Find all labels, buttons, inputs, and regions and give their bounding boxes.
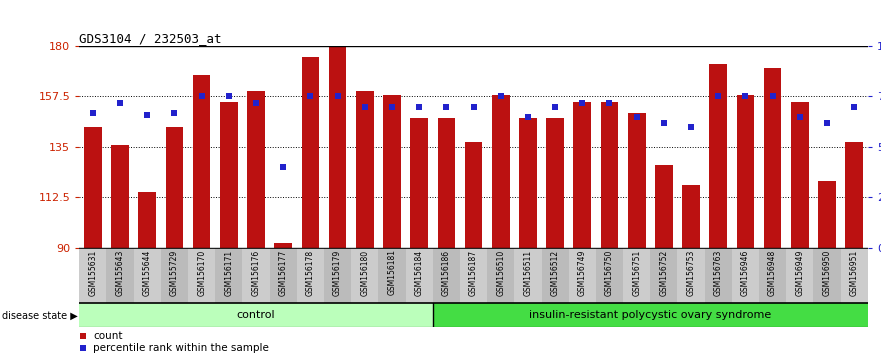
Bar bbox=[111, 145, 129, 248]
Text: insulin-resistant polycystic ovary syndrome: insulin-resistant polycystic ovary syndr… bbox=[529, 310, 772, 320]
Bar bbox=[460, 248, 487, 303]
Bar bbox=[542, 248, 569, 303]
Bar bbox=[677, 248, 705, 303]
Bar bbox=[546, 118, 564, 248]
Text: GSM156178: GSM156178 bbox=[306, 250, 315, 296]
Bar bbox=[623, 248, 650, 303]
Bar bbox=[846, 142, 863, 248]
Text: GSM156751: GSM156751 bbox=[633, 250, 641, 296]
Text: GSM156184: GSM156184 bbox=[415, 250, 424, 296]
Bar bbox=[791, 102, 809, 248]
Text: GSM156511: GSM156511 bbox=[523, 250, 532, 296]
Text: GSM156512: GSM156512 bbox=[551, 250, 559, 296]
Bar bbox=[737, 95, 754, 248]
Bar bbox=[274, 243, 292, 248]
Bar bbox=[220, 102, 238, 248]
Text: GSM156951: GSM156951 bbox=[849, 250, 859, 296]
Text: GSM156180: GSM156180 bbox=[360, 250, 369, 296]
Bar bbox=[655, 165, 673, 248]
Bar bbox=[383, 95, 401, 248]
Bar bbox=[492, 95, 509, 248]
Text: disease state ▶: disease state ▶ bbox=[2, 310, 78, 320]
Text: GSM156510: GSM156510 bbox=[496, 250, 505, 296]
Text: GSM156187: GSM156187 bbox=[469, 250, 478, 296]
Bar bbox=[242, 248, 270, 303]
Bar bbox=[705, 248, 732, 303]
Bar bbox=[596, 248, 623, 303]
Bar bbox=[79, 303, 433, 327]
Text: GSM156170: GSM156170 bbox=[197, 250, 206, 296]
Bar bbox=[487, 248, 515, 303]
Bar bbox=[628, 113, 646, 248]
Bar bbox=[732, 248, 759, 303]
Bar bbox=[601, 102, 618, 248]
Text: GSM156948: GSM156948 bbox=[768, 250, 777, 296]
Bar bbox=[193, 75, 211, 248]
Bar bbox=[438, 118, 455, 248]
Bar bbox=[301, 57, 319, 248]
Text: GSM156763: GSM156763 bbox=[714, 250, 722, 296]
Text: GSM156950: GSM156950 bbox=[823, 250, 832, 296]
Text: GSM156949: GSM156949 bbox=[796, 250, 804, 296]
Text: GSM156171: GSM156171 bbox=[225, 250, 233, 296]
Bar bbox=[433, 303, 868, 327]
Bar bbox=[574, 102, 591, 248]
Text: GDS3104 / 232503_at: GDS3104 / 232503_at bbox=[79, 32, 222, 45]
Bar bbox=[764, 68, 781, 248]
Bar bbox=[515, 248, 542, 303]
Bar bbox=[709, 64, 727, 248]
Bar bbox=[786, 248, 813, 303]
Text: GSM156179: GSM156179 bbox=[333, 250, 342, 296]
Text: GSM156753: GSM156753 bbox=[686, 250, 696, 296]
Bar bbox=[352, 248, 378, 303]
Bar bbox=[161, 248, 188, 303]
Text: GSM156186: GSM156186 bbox=[442, 250, 451, 296]
Text: percentile rank within the sample: percentile rank within the sample bbox=[93, 343, 269, 353]
Bar bbox=[682, 185, 700, 248]
Text: GSM155643: GSM155643 bbox=[115, 250, 124, 296]
Text: GSM155644: GSM155644 bbox=[143, 250, 152, 296]
Bar bbox=[107, 248, 134, 303]
Bar bbox=[356, 91, 374, 248]
Bar bbox=[79, 248, 107, 303]
Bar bbox=[378, 248, 405, 303]
Text: GSM156752: GSM156752 bbox=[659, 250, 669, 296]
Bar bbox=[405, 248, 433, 303]
Text: GSM156176: GSM156176 bbox=[251, 250, 261, 296]
Bar bbox=[329, 46, 346, 248]
Bar bbox=[166, 127, 183, 248]
Bar bbox=[433, 248, 460, 303]
Text: count: count bbox=[93, 331, 122, 341]
Text: GSM156177: GSM156177 bbox=[278, 250, 288, 296]
Bar bbox=[188, 248, 215, 303]
Text: GSM156749: GSM156749 bbox=[578, 250, 587, 296]
Bar bbox=[650, 248, 677, 303]
Bar bbox=[297, 248, 324, 303]
Bar bbox=[134, 248, 161, 303]
Bar bbox=[215, 248, 242, 303]
Bar bbox=[411, 118, 428, 248]
Bar bbox=[813, 248, 840, 303]
Bar bbox=[759, 248, 786, 303]
Bar bbox=[324, 248, 352, 303]
Bar bbox=[519, 118, 537, 248]
Text: GSM155729: GSM155729 bbox=[170, 250, 179, 296]
Bar bbox=[818, 181, 836, 248]
Text: GSM156181: GSM156181 bbox=[388, 250, 396, 296]
Bar bbox=[138, 192, 156, 248]
Bar bbox=[84, 127, 101, 248]
Bar bbox=[270, 248, 297, 303]
Bar bbox=[840, 248, 868, 303]
Bar bbox=[248, 91, 265, 248]
Text: GSM155631: GSM155631 bbox=[88, 250, 98, 296]
Text: control: control bbox=[237, 310, 276, 320]
Text: GSM156946: GSM156946 bbox=[741, 250, 750, 296]
Text: GSM156750: GSM156750 bbox=[605, 250, 614, 296]
Bar bbox=[464, 142, 483, 248]
Bar bbox=[569, 248, 596, 303]
